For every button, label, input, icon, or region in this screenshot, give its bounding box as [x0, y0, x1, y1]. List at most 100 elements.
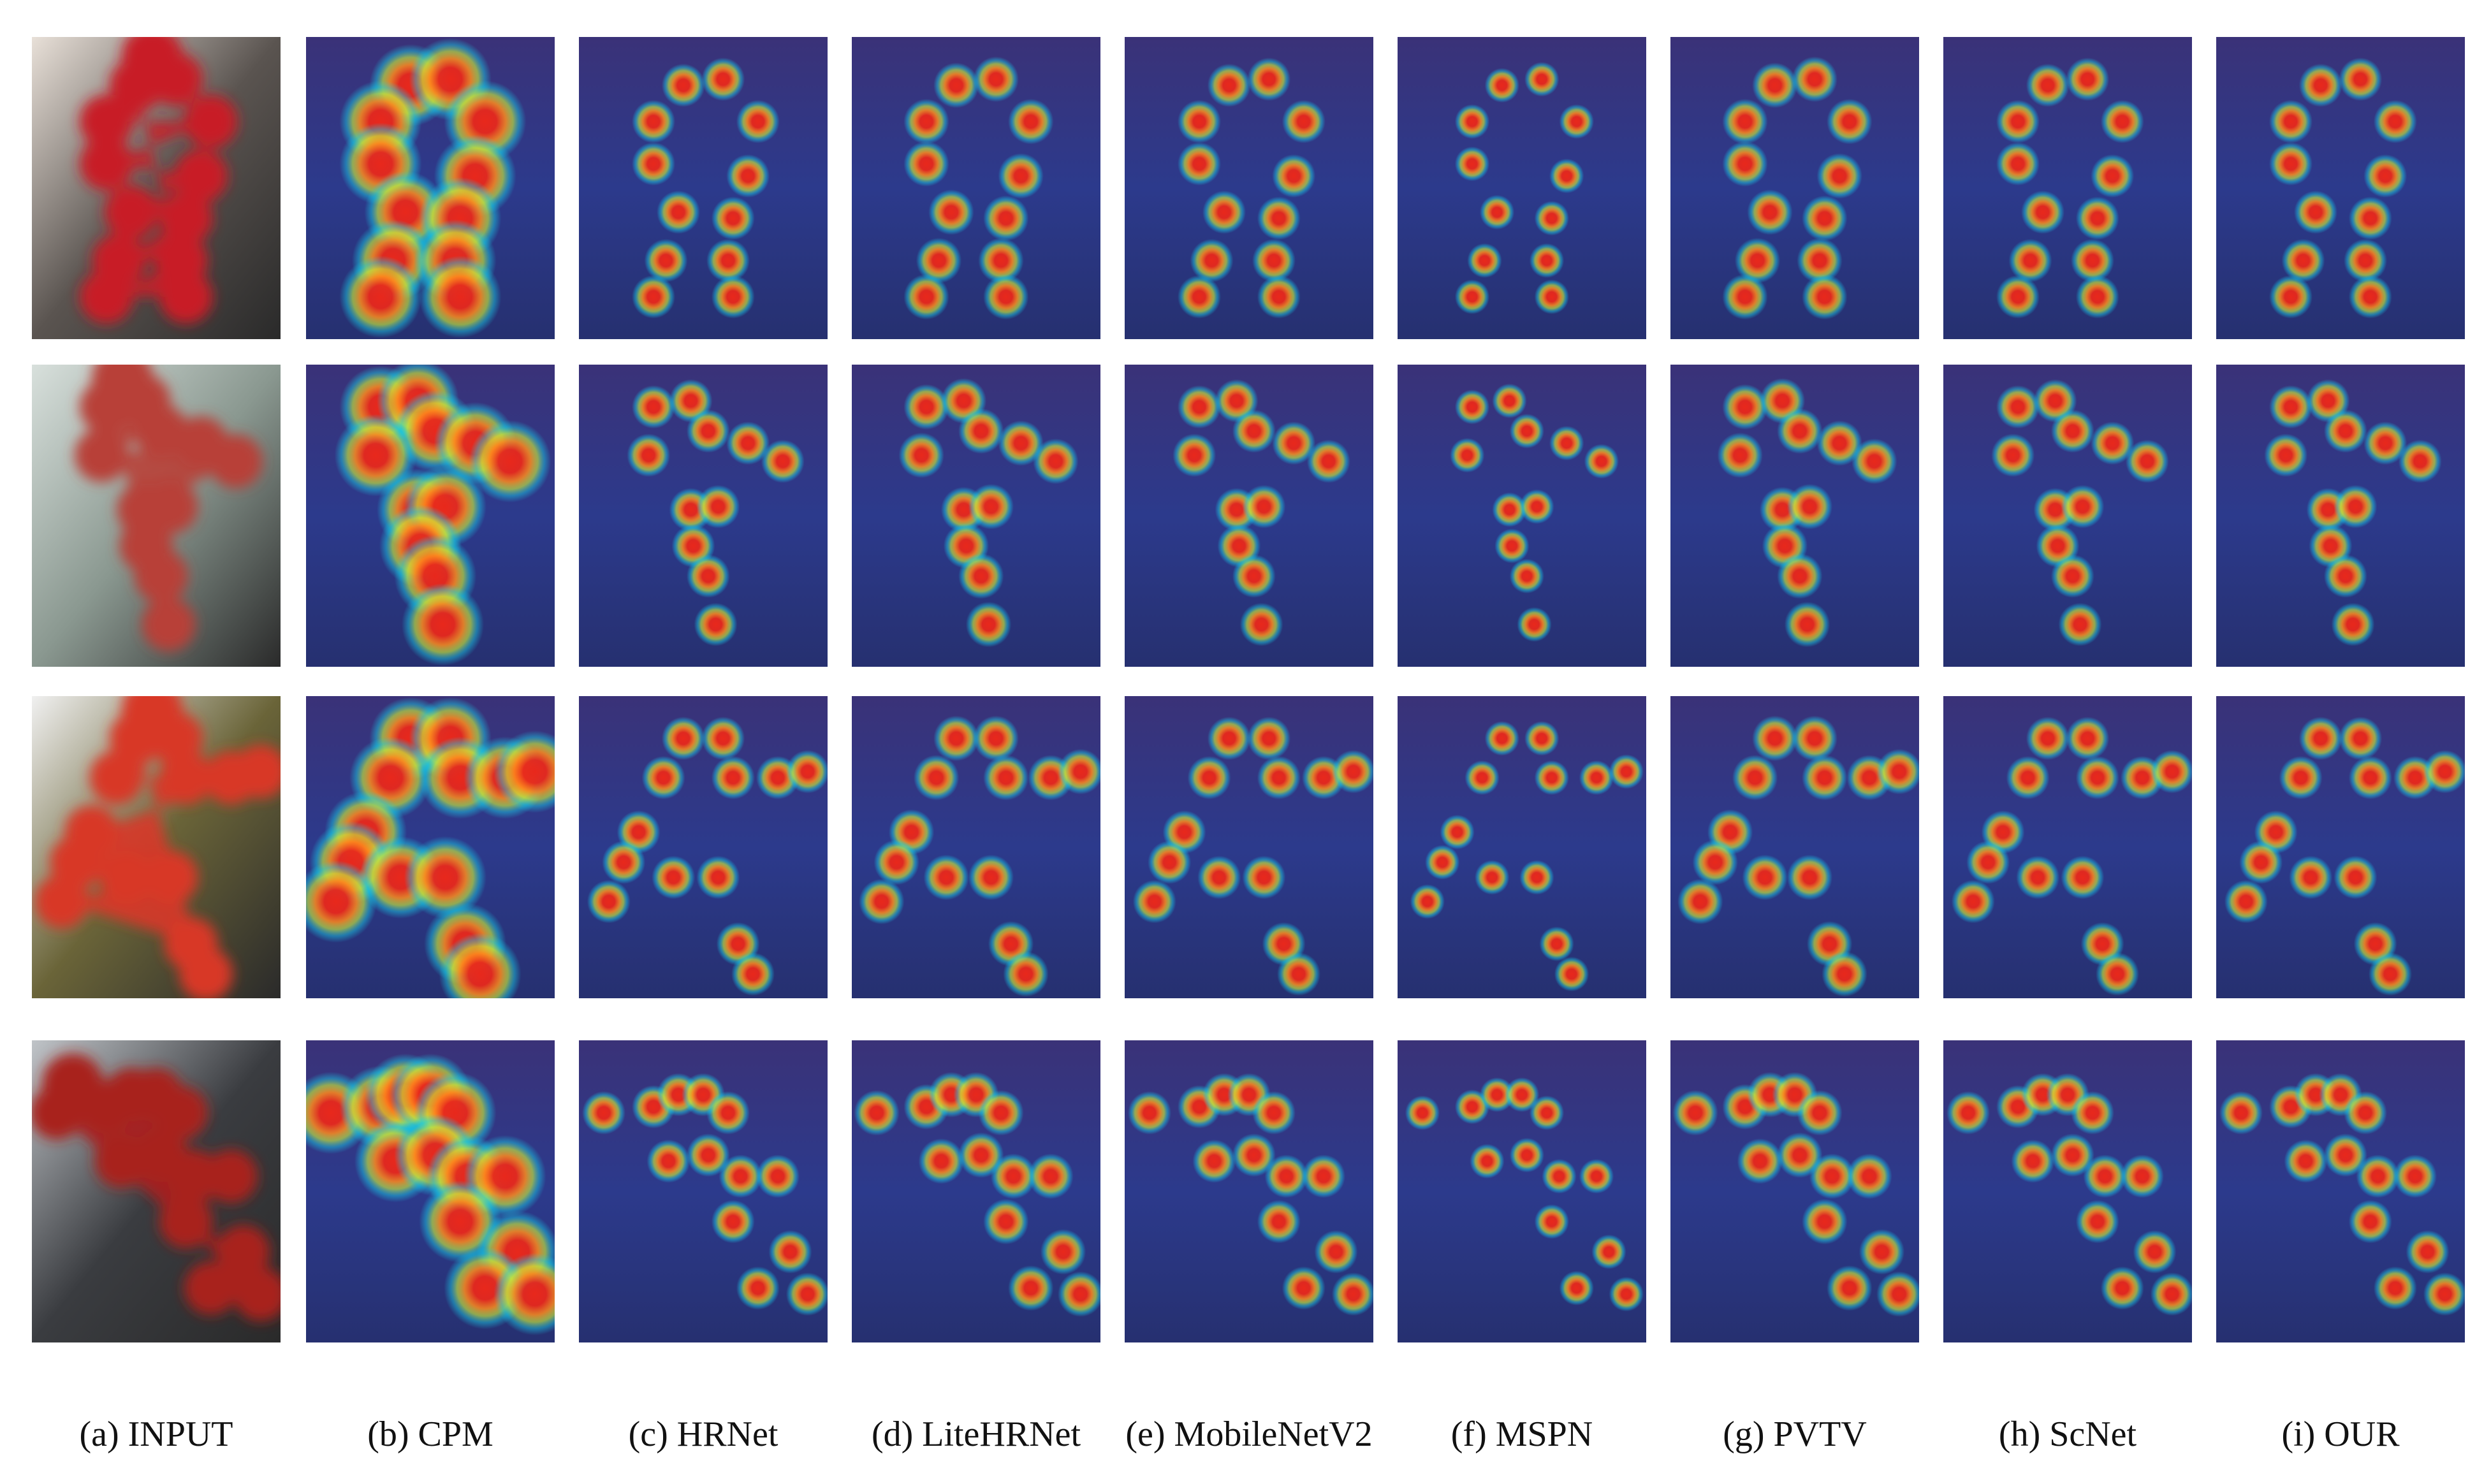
heatmap-our — [2216, 1040, 2465, 1342]
heatmap-mobilenetv2 — [1125, 37, 1373, 339]
keypoint-blob — [928, 189, 974, 235]
keypoint-blob — [1734, 238, 1781, 284]
keypoint-blob — [1966, 840, 2010, 884]
keypoint-blob — [2133, 1230, 2177, 1274]
input-photo — [32, 37, 281, 339]
keypoint-blob — [469, 420, 552, 503]
keypoint-blob — [903, 273, 949, 320]
keypoint-blob — [2269, 99, 2312, 143]
keypoint-blob — [493, 1253, 555, 1335]
keypoint-blob — [1996, 385, 2040, 429]
heatmap-litehrnet — [852, 696, 1100, 998]
keypoint-blob — [2150, 750, 2192, 794]
keypoint-blob — [657, 190, 700, 234]
keypoint-blob — [859, 878, 905, 925]
keypoint-blob — [2298, 63, 2342, 107]
keypoint-blob — [701, 57, 745, 101]
keypoint-blob — [933, 715, 979, 762]
keypoint-blob — [1777, 553, 1823, 599]
keypoint-blob — [1509, 1137, 1544, 1173]
keypoint-blob — [2061, 484, 2105, 528]
keypoint-blob — [1609, 1276, 1644, 1312]
keypoint-blob — [632, 275, 675, 319]
keypoint-blob — [1405, 1095, 1440, 1130]
keypoint-blob — [1454, 389, 1490, 425]
keypoint-blob — [2334, 855, 2378, 899]
keypoint-blob — [632, 142, 675, 186]
heatmap-pvtv — [1670, 365, 1919, 667]
keypoint-blob — [1410, 884, 1445, 919]
keypoint-blob — [2016, 855, 2060, 899]
keypoint-blob — [1802, 273, 1848, 320]
keypoint-blob — [1524, 721, 1560, 756]
keypoint-blob — [582, 1091, 625, 1135]
keypoint-blob — [1802, 1198, 1848, 1245]
keypoint-blob — [1692, 840, 1738, 885]
heatmap-hrnet — [579, 696, 828, 998]
keypoint-blob — [983, 755, 1029, 801]
keypoint-blob — [587, 880, 631, 924]
heatmap-cpm — [306, 696, 555, 998]
keypoint-blob — [401, 583, 485, 666]
keypoint-blob — [1178, 275, 1221, 319]
keypoint-blob — [1539, 926, 1574, 961]
column-caption-hrnet: (c) HRNet — [628, 1415, 778, 1454]
heatmap-cpm — [306, 365, 555, 667]
column-caption-cpm: (b) CPM — [367, 1415, 493, 1454]
keypoint-blob — [2373, 1266, 2417, 1310]
keypoint-blob — [2331, 602, 2375, 646]
keypoint-blob — [2373, 99, 2417, 143]
keypoint-blob — [1252, 1091, 1296, 1135]
keypoint-blob — [1722, 99, 1768, 145]
keypoint-blob — [2356, 1154, 2400, 1198]
keypoint-blob — [1492, 492, 1527, 527]
keypoint-blob — [2006, 755, 2050, 799]
keypoint-blob — [2224, 880, 2268, 924]
column-caption-scnet: (h) ScNet — [1998, 1415, 2137, 1454]
keypoint-blob — [990, 1153, 1037, 1199]
keypoint-blob — [1876, 748, 1919, 795]
keypoint-blob — [768, 1230, 812, 1274]
keypoint-blob — [854, 1090, 900, 1136]
keypoint-blob — [1479, 194, 1515, 230]
heatmap-scnet — [1943, 365, 2192, 667]
keypoint-blob — [632, 99, 675, 143]
keypoint-blob — [731, 952, 775, 996]
keypoint-blob — [2339, 717, 2383, 760]
heatmap-mspn — [1398, 1040, 1646, 1342]
keypoint-blob — [2279, 755, 2323, 799]
keypoint-blob — [711, 755, 755, 799]
keypoint-blob — [706, 238, 750, 282]
keypoint-blob — [965, 601, 1012, 648]
keypoint-blob — [1742, 854, 1788, 901]
keypoint-blob — [1534, 1204, 1569, 1239]
keypoint-blob — [1058, 748, 1100, 795]
keypoint-blob — [2026, 717, 2070, 760]
keypoint-blob — [2323, 409, 2367, 453]
keypoint-blob — [1190, 238, 1234, 282]
keypoint-blob — [2066, 717, 2110, 760]
keypoint-blob — [726, 421, 770, 465]
keypoint-blob — [2011, 1139, 2055, 1183]
keypoint-blob — [1947, 1091, 1990, 1135]
keypoint-blob — [1722, 384, 1768, 430]
keypoint-blob — [1306, 439, 1350, 483]
keypoint-blob — [1524, 62, 1560, 97]
keypoint-blob — [1677, 878, 1723, 925]
keypoint-blob — [1148, 840, 1192, 884]
heatmap-mspn — [1398, 365, 1646, 667]
keypoint-blob — [2348, 755, 2392, 799]
keypoint-blob — [968, 484, 1014, 530]
keypoint-blob — [1207, 717, 1251, 760]
keypoint-blob — [1827, 99, 1873, 145]
keypoint-blob — [1752, 715, 1798, 762]
keypoint-blob — [918, 1138, 965, 1184]
keypoint-blob — [1008, 99, 1054, 145]
keypoint-blob — [916, 238, 962, 284]
keypoint-blob — [1172, 433, 1216, 477]
heatmap-hrnet — [579, 365, 828, 667]
keypoint-blob — [2398, 439, 2442, 483]
keypoint-blob — [1425, 845, 1460, 880]
keypoint-blob — [736, 99, 780, 143]
keypoint-blob — [736, 1266, 780, 1310]
